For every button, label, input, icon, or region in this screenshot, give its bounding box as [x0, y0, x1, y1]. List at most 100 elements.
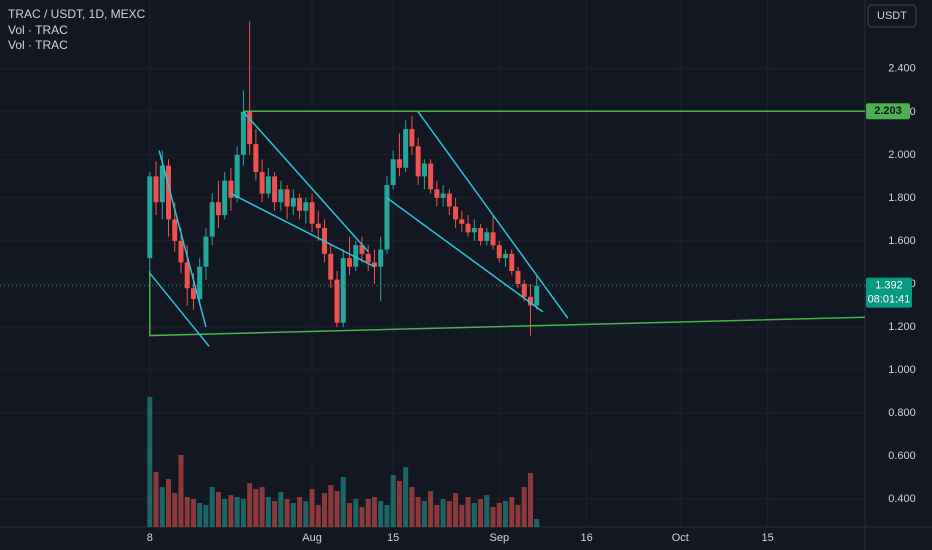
volume-bar [465, 497, 471, 527]
candle-body [197, 266, 203, 299]
candle-body [259, 172, 265, 194]
volume-bar [527, 473, 533, 527]
volume-bar [340, 477, 346, 527]
volume-bar [515, 505, 521, 527]
volume-bar [328, 485, 334, 527]
y-tick-label: 0.600 [888, 450, 916, 462]
candle-body [440, 193, 446, 198]
volume-bar [259, 487, 265, 527]
candle-body [303, 202, 309, 211]
volume-bar [484, 495, 490, 527]
candle-body [371, 262, 377, 267]
chart-title: TRAC / USDT, 1D, MEXC [8, 7, 146, 21]
volume-bar [297, 497, 303, 527]
candle-body [203, 236, 209, 267]
candle-body [190, 288, 196, 299]
y-tick-label: 0.400 [888, 493, 916, 505]
volume-bar [265, 497, 271, 527]
currency-button-label[interactable]: USDT [877, 10, 907, 22]
price-label: 2.203 [874, 105, 902, 117]
volume-bar [459, 505, 465, 527]
x-tick-label: Sep [489, 532, 509, 544]
candle-body [309, 202, 315, 224]
y-tick-label: 1.000 [888, 364, 916, 376]
volume-bar [421, 501, 427, 527]
candle-body [534, 285, 540, 306]
candle-body [527, 296, 533, 306]
volume-bar [272, 501, 278, 527]
candle-body [166, 165, 172, 220]
candle-body [359, 245, 365, 254]
candle-body [240, 111, 246, 155]
candle-body [415, 146, 421, 177]
volume-bar [490, 507, 496, 527]
y-tick-label: 1.200 [888, 321, 916, 333]
candle-body [340, 258, 346, 323]
volume-bar [166, 479, 172, 527]
trend-line [158, 150, 207, 328]
volume-bar [247, 483, 253, 527]
candle-body [346, 258, 352, 267]
volume-bar [253, 489, 259, 527]
price-label-box [866, 277, 912, 308]
volume-bar [365, 499, 371, 527]
countdown: 08:01:41 [868, 294, 911, 306]
candle-body [209, 202, 215, 237]
volume-bar [396, 481, 402, 527]
candle-body [234, 154, 240, 198]
volume-bar [222, 499, 228, 527]
volume-bar [446, 501, 452, 527]
volume-bar [303, 501, 309, 527]
candle-body [159, 165, 165, 203]
candle-body [453, 206, 459, 220]
candle-body [503, 253, 509, 259]
volume-bar [371, 497, 377, 527]
trend-line [242, 111, 369, 253]
candle-body [484, 232, 490, 241]
volume-bar [172, 493, 178, 527]
candle-body [384, 184, 390, 250]
x-tick-label: 16 [581, 532, 593, 544]
volume-bar [197, 503, 203, 527]
candle-body [496, 245, 502, 259]
volume-bar [378, 501, 384, 527]
volume-bar [415, 497, 421, 527]
candle-body [253, 144, 259, 173]
candle-body [228, 180, 234, 198]
currency-button[interactable] [867, 4, 917, 28]
volume-bar [440, 499, 446, 527]
candle-body [378, 249, 384, 267]
volume-bar [190, 499, 196, 527]
candle-body [153, 176, 159, 203]
candle-body [353, 245, 359, 267]
candle-body [247, 111, 253, 145]
volume-bar [159, 487, 165, 527]
volume-bar [353, 499, 359, 527]
price-label-box [866, 103, 910, 120]
volume-bar [284, 499, 290, 527]
volume-bar [390, 475, 396, 527]
volume-bar [471, 503, 477, 527]
y-tick-label: 0.800 [888, 407, 916, 419]
y-tick-label: 1.600 [888, 235, 916, 247]
candle-body [147, 176, 153, 259]
candle-body [465, 223, 471, 233]
trend-line [149, 271, 866, 337]
volume-bar [503, 501, 509, 527]
candle-body [471, 228, 477, 233]
volume-bar [409, 487, 415, 527]
candle-body [509, 253, 515, 272]
candle-body [290, 197, 296, 207]
volume-bar [240, 499, 246, 527]
volume-bar [215, 492, 221, 527]
candle-body [278, 189, 284, 203]
volume-bar [534, 519, 540, 527]
volume-bar [147, 397, 153, 527]
candle-body [328, 253, 334, 280]
volume-bar [184, 497, 190, 527]
volume-bar [384, 505, 390, 527]
volume-bar [496, 503, 502, 527]
trend-line [149, 272, 210, 347]
volume-bar [209, 487, 215, 527]
